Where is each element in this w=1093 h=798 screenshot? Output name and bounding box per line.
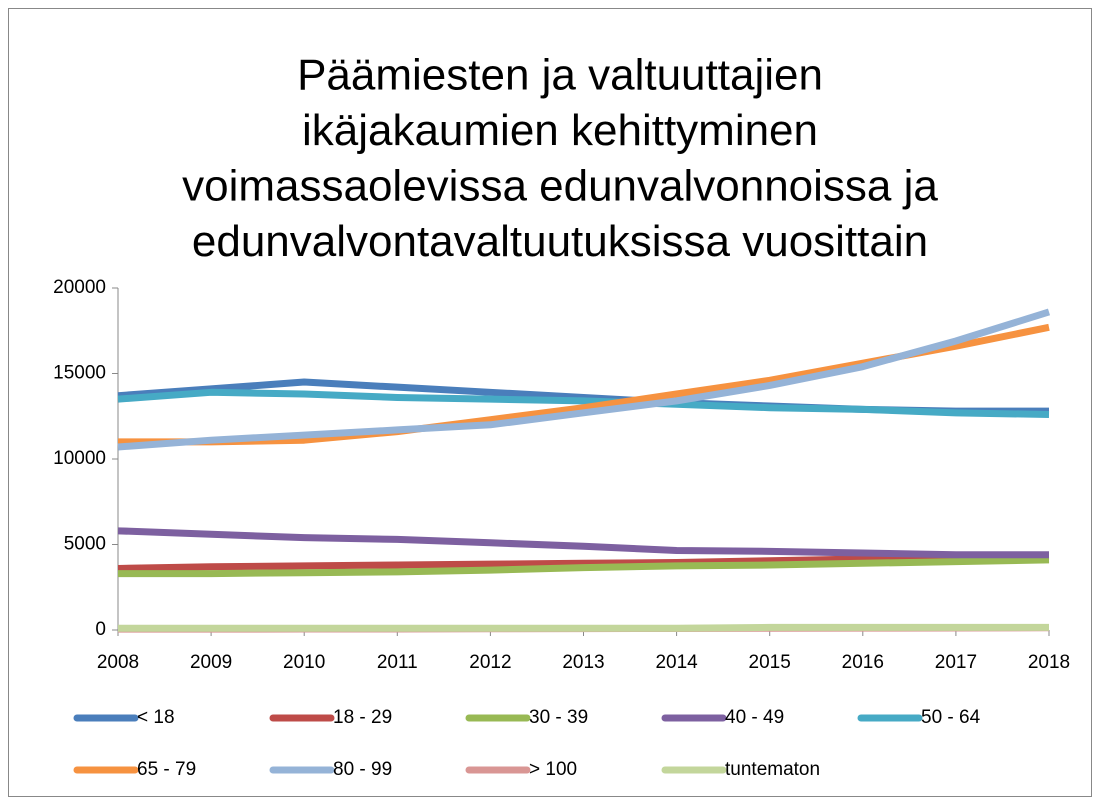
chart-title: Päämiesten ja valtuuttajien <box>297 51 823 100</box>
y-tick-label: 15000 <box>53 363 106 384</box>
series-line <box>117 527 1049 559</box>
x-tick-label: 2016 <box>842 652 884 673</box>
legend-label: 50 - 64 <box>921 707 981 728</box>
legend-label: 18 - 29 <box>333 707 392 728</box>
x-tick-label: 2014 <box>655 652 698 673</box>
y-tick-label: 0 <box>95 619 106 640</box>
x-tick-label: 2013 <box>562 652 604 673</box>
series-line <box>118 556 1050 578</box>
chart-title: voimassaolevissa edunvalvonnoissa ja <box>182 162 938 211</box>
series-line <box>117 388 1050 419</box>
y-tick-label: 10000 <box>53 448 106 469</box>
legend-label: 80 - 99 <box>333 759 392 780</box>
legend-label: 40 - 49 <box>725 707 784 728</box>
series-line <box>118 623 1049 632</box>
chart-border <box>8 8 1092 797</box>
x-tick-label: 2009 <box>190 652 232 673</box>
x-tick-label: 2018 <box>1028 652 1070 673</box>
legend-label: 30 - 39 <box>529 707 588 728</box>
legend-label: 65 - 79 <box>137 759 196 780</box>
legend-label: < 18 <box>137 707 175 728</box>
legend-label: tuntematon <box>725 759 820 780</box>
x-tick-label: 2017 <box>935 652 977 673</box>
y-tick-label: 20000 <box>53 277 106 298</box>
x-tick-label: 2008 <box>97 652 139 673</box>
chart-title: ikäjakaumien kehittyminen <box>302 106 818 155</box>
x-tick-label: 2015 <box>749 652 791 673</box>
series-line <box>117 552 1050 572</box>
x-tick-label: 2012 <box>469 652 511 673</box>
x-tick-label: 2011 <box>377 652 418 673</box>
x-tick-label: 2010 <box>283 652 325 673</box>
chart-title: edunvalvontavaltuutuksissa vuosittain <box>192 217 928 266</box>
legend-label: > 100 <box>529 759 577 780</box>
series-line <box>117 308 1051 451</box>
y-tick-label: 5000 <box>64 534 106 555</box>
